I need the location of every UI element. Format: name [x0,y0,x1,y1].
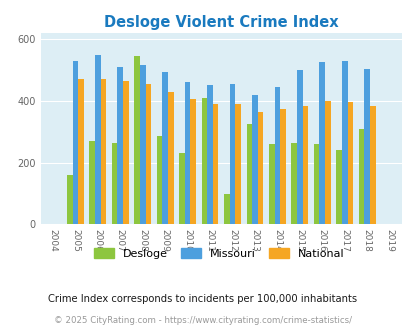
Bar [369,106,375,224]
Bar [134,56,140,224]
Bar [257,112,263,224]
Bar [145,84,151,224]
Text: © 2025 CityRating.com - https://www.cityrating.com/crime-statistics/: © 2025 CityRating.com - https://www.city… [54,316,351,325]
Bar [335,150,341,224]
Bar [78,79,83,224]
Bar [212,104,218,224]
Bar [229,84,235,224]
Bar [168,92,173,224]
Bar [89,141,95,224]
Title: Desloge Violent Crime Index: Desloge Violent Crime Index [104,16,338,30]
Bar [319,62,324,224]
Bar [140,65,145,224]
Bar [72,61,78,224]
Bar [190,99,196,224]
Bar [347,102,352,224]
Bar [341,61,347,224]
Bar [117,67,123,224]
Bar [302,106,307,224]
Bar [123,81,128,224]
Bar [313,144,319,224]
Bar [95,54,100,224]
Bar [179,153,184,224]
Bar [224,193,229,224]
Bar [207,85,212,224]
Bar [156,136,162,224]
Bar [279,109,285,224]
Bar [235,104,240,224]
Bar [291,143,296,224]
Bar [100,79,106,224]
Bar [324,101,330,224]
Bar [358,129,363,224]
Bar [246,124,252,224]
Bar [201,98,207,224]
Bar [112,143,117,224]
Text: Crime Index corresponds to incidents per 100,000 inhabitants: Crime Index corresponds to incidents per… [48,294,357,304]
Legend: Desloge, Missouri, National: Desloge, Missouri, National [89,244,348,263]
Bar [162,72,168,224]
Bar [67,175,72,224]
Bar [296,70,302,224]
Bar [252,95,257,224]
Bar [268,144,274,224]
Bar [184,82,190,224]
Bar [274,87,279,224]
Bar [363,69,369,224]
